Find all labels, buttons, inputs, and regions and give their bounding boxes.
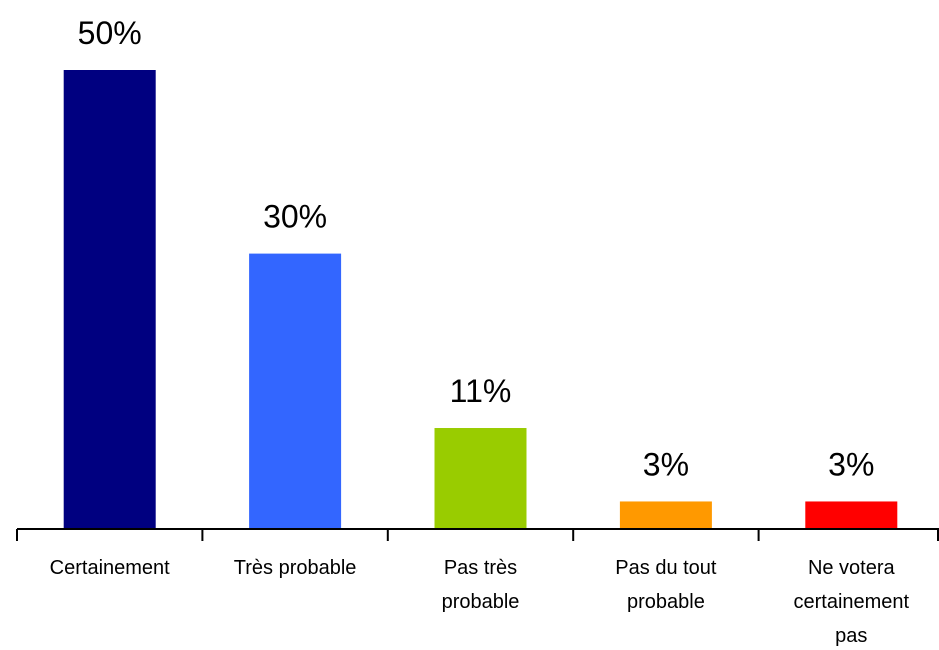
category-tick-label: Très probable (234, 557, 357, 579)
category-tick-label: probable (627, 591, 705, 613)
bars-group (63, 70, 898, 529)
category-tick-label: pas (835, 625, 867, 647)
bar (434, 428, 527, 529)
category-tick-label: Certainement (50, 557, 171, 579)
data-label: 30% (263, 199, 327, 235)
bar (619, 501, 712, 529)
value-labels-group: 50% 30% 11% 3% 3% (78, 15, 875, 482)
data-label: 3% (643, 446, 689, 482)
data-label: 11% (450, 373, 512, 409)
category-tick-label: certainement (793, 591, 909, 613)
x-axis-ticks-group (16, 529, 939, 541)
category-tick-label: Ne votera (808, 557, 896, 579)
category-tick-label: Pas du tout (615, 557, 717, 579)
bar (249, 253, 342, 529)
bar (63, 70, 156, 529)
category-tick-label: Pas très (444, 557, 517, 579)
data-label: 50% (78, 15, 142, 51)
data-label: 3% (828, 446, 874, 482)
bar (805, 501, 898, 529)
category-tick-label: probable (442, 591, 520, 613)
category-labels-group: Certainement Très probable Pas très probabl… (50, 557, 910, 647)
